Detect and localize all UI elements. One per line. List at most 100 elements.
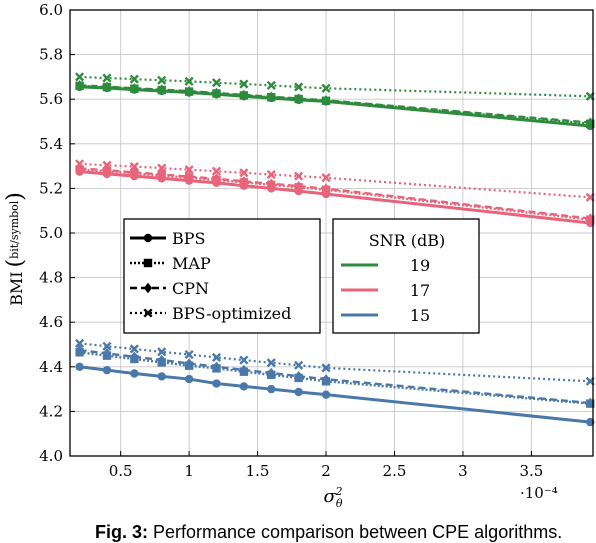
series-bps-snr-17 <box>75 167 595 228</box>
data-point-diamond <box>212 87 221 99</box>
x-tick-label: 1 <box>184 462 194 480</box>
y-tick-label: 5.2 <box>39 179 63 197</box>
data-point-cross <box>157 75 167 85</box>
data-point-diamond <box>75 344 84 356</box>
data-point-diamond <box>184 85 194 97</box>
data-point-cross <box>239 79 249 89</box>
series-cpn-snr-19 <box>75 80 595 128</box>
data-point-circle <box>184 374 194 384</box>
series-cpn-snr-15 <box>75 344 595 409</box>
data-point-circle <box>130 369 139 378</box>
data-point-cross <box>75 72 85 82</box>
data-point-diamond <box>130 83 139 94</box>
caption-label: Fig. 3: <box>95 522 148 542</box>
legend-label: MAP <box>172 254 211 273</box>
data-point-diamond <box>586 213 595 224</box>
y-tick-label: 6.0 <box>39 1 63 19</box>
legend-label: BPS <box>172 229 205 248</box>
data-point-cross <box>321 363 331 373</box>
series-cpn-snr-17 <box>75 163 595 224</box>
data-point-diamond <box>102 81 112 92</box>
data-point-circle <box>75 362 84 371</box>
data-point-cross <box>129 161 139 172</box>
x-axis-multiplier: ·10⁻⁴ <box>520 484 558 502</box>
data-point-diamond <box>157 354 166 366</box>
data-point-cross <box>239 355 249 365</box>
data-point-diamond <box>212 173 221 185</box>
legend-item-cpn: CPN <box>130 279 209 298</box>
data-point-cross <box>211 166 222 176</box>
legend-item-map: MAP <box>130 254 211 273</box>
y-tick-label: 4.2 <box>39 402 63 420</box>
y-tick-label: 5.4 <box>39 135 63 153</box>
data-point-cross <box>239 168 249 178</box>
data-point-cross <box>294 82 304 92</box>
legend-methods: BPS MAP CPN BPS-optimized <box>123 218 321 334</box>
data-point-cross <box>184 165 194 175</box>
y-tick-label: 4.6 <box>39 313 63 331</box>
data-point-cross <box>266 170 276 180</box>
data-point-circle <box>321 390 331 399</box>
data-point-cross <box>102 160 112 170</box>
x-axis-label: σθ2 <box>324 485 343 510</box>
data-point-diamond <box>157 169 166 180</box>
data-point-diamond <box>586 397 595 409</box>
figure-caption: Fig. 3: Performance comparison between C… <box>95 522 596 543</box>
legend-snr-item-17: 17 <box>341 281 430 300</box>
data-point-circle <box>267 384 276 394</box>
series-line <box>79 365 591 424</box>
data-point-diamond <box>157 84 166 95</box>
data-point-cross <box>184 349 194 360</box>
y-tick-label: 4.4 <box>39 358 63 376</box>
legend-marker-circle <box>143 233 153 243</box>
legend-item-bps: BPS <box>130 229 205 248</box>
data-point-diamond <box>75 80 84 91</box>
legend-item-bps-optimized: BPS-optimized <box>130 304 291 323</box>
x-tick-label: 2 <box>321 462 331 480</box>
series-bps-optimized-snr-15 <box>75 338 595 386</box>
data-point-cross <box>266 80 276 90</box>
legend-label: 17 <box>410 281 430 300</box>
x-tick-label: 0.5 <box>109 462 133 480</box>
legend-snr-title: SNR (dB) <box>369 231 446 250</box>
data-point-cross <box>102 73 112 83</box>
data-point-diamond <box>184 358 194 369</box>
data-point-cross <box>129 74 139 84</box>
legend-label: CPN <box>172 279 209 298</box>
y-axis-label: BMI(bit/symbol) <box>3 192 28 306</box>
data-point-circle <box>294 387 303 397</box>
data-point-diamond <box>294 180 303 192</box>
data-point-diamond <box>321 183 331 194</box>
data-point-diamond <box>321 95 331 106</box>
data-point-circle <box>239 382 249 391</box>
data-point-cross <box>75 338 85 348</box>
data-point-cross <box>266 358 276 368</box>
series-bps-optimized-snr-19 <box>75 72 595 101</box>
data-point-diamond <box>267 367 276 379</box>
data-point-cross <box>184 76 194 86</box>
data-point-diamond <box>212 361 221 372</box>
data-point-diamond <box>321 374 331 385</box>
series-map-snr-15 <box>75 348 595 408</box>
data-point-cross <box>211 352 222 362</box>
legend-snr: SNR (dB) 19 17 15 <box>332 218 480 334</box>
data-point-diamond <box>239 176 249 187</box>
legend-label: BPS-optimized <box>172 304 291 323</box>
data-point-diamond <box>184 171 194 182</box>
data-point-circle <box>157 372 166 381</box>
series-layer <box>75 72 595 427</box>
caption-text: Performance comparison between CPE algor… <box>153 522 563 542</box>
y-tick-label: 4.8 <box>39 269 63 287</box>
axis-ticks: 0.5 1 1.5 2 2.5 3 3.5 4.0 4.2 4.4 4.6 4.8 5.0 5.2 5.4 5… <box>39 1 543 480</box>
data-point-cross <box>294 171 304 181</box>
legend-label: 19 <box>410 256 430 275</box>
y-axis-unit: bit/symbol <box>8 200 21 259</box>
series-line <box>79 342 591 383</box>
series-line <box>79 75 591 98</box>
data-point-cross <box>129 344 139 354</box>
legend-snr-item-15: 15 <box>341 306 430 325</box>
data-point-diamond <box>239 364 249 376</box>
data-point-cross <box>157 163 167 173</box>
data-point-cross <box>321 83 331 93</box>
